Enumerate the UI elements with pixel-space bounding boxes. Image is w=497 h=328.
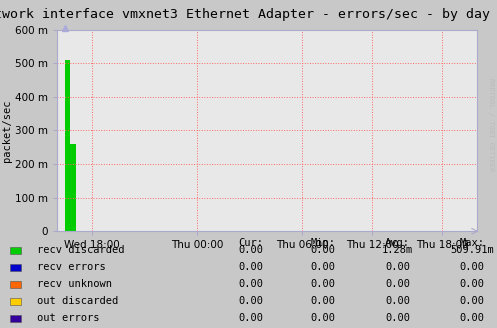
Text: recv unknown: recv unknown [37, 279, 112, 289]
Text: recv discarded: recv discarded [37, 245, 125, 255]
Text: 0.00: 0.00 [385, 314, 410, 323]
Text: recv errors: recv errors [37, 262, 106, 272]
Text: 0.00: 0.00 [311, 245, 335, 255]
Text: 0.00: 0.00 [311, 297, 335, 306]
Text: 0.00: 0.00 [385, 279, 410, 289]
Text: 0.00: 0.00 [460, 279, 485, 289]
Text: 0.00: 0.00 [239, 314, 263, 323]
Text: 0.00: 0.00 [385, 297, 410, 306]
Text: 0.00: 0.00 [239, 245, 263, 255]
Text: 0.00: 0.00 [311, 279, 335, 289]
Y-axis label: packet/sec: packet/sec [2, 99, 12, 162]
Text: RRDTOOL / TOBI OETIKER: RRDTOOL / TOBI OETIKER [488, 78, 494, 172]
Text: Max:: Max: [460, 238, 485, 248]
Text: 0.00: 0.00 [460, 314, 485, 323]
Text: 509.91m: 509.91m [450, 245, 494, 255]
Text: 0.00: 0.00 [311, 314, 335, 323]
Text: 0.00: 0.00 [385, 262, 410, 272]
Text: out discarded: out discarded [37, 297, 118, 306]
Text: 0.00: 0.00 [460, 262, 485, 272]
Text: 0.00: 0.00 [239, 297, 263, 306]
Text: out errors: out errors [37, 314, 100, 323]
Polygon shape [57, 60, 76, 231]
Text: Cur:: Cur: [239, 238, 263, 248]
Text: 0.00: 0.00 [460, 297, 485, 306]
Text: 0.00: 0.00 [239, 279, 263, 289]
Text: Network interface vmxnet3 Ethernet Adapter - errors/sec - by day: Network interface vmxnet3 Ethernet Adapt… [0, 8, 490, 21]
Text: Avg:: Avg: [385, 238, 410, 248]
Text: 1.28m: 1.28m [382, 245, 413, 255]
Text: 0.00: 0.00 [239, 262, 263, 272]
Text: 0.00: 0.00 [311, 262, 335, 272]
Text: Min:: Min: [311, 238, 335, 248]
